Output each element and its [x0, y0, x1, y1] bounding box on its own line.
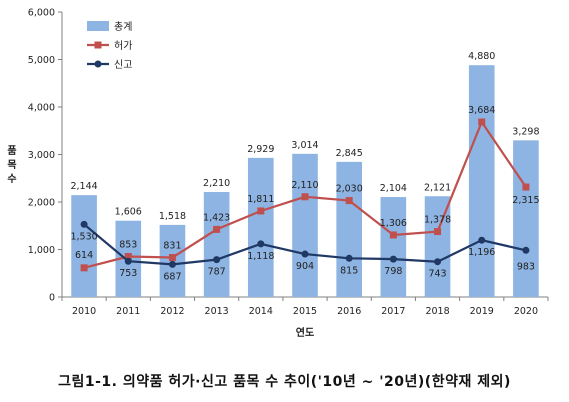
legend-label: 총계 — [114, 21, 132, 33]
data-label: 904 — [296, 261, 314, 272]
data-label: 798 — [384, 266, 402, 277]
line-point — [168, 254, 176, 262]
line-point — [124, 257, 132, 265]
y-axis-title-char: 품 — [7, 145, 16, 157]
data-label: 1,606 — [115, 207, 142, 218]
y-tick-label: 1,000 — [28, 245, 55, 256]
data-label: 815 — [340, 265, 358, 276]
bar — [468, 65, 495, 297]
y-tick-label: 0 — [49, 293, 55, 304]
data-label: 2,121 — [424, 182, 451, 193]
data-label: 2,929 — [247, 144, 274, 155]
bar — [336, 161, 362, 297]
line-point — [124, 252, 132, 260]
line-point — [522, 246, 530, 254]
line-point — [434, 228, 442, 236]
figure-caption: 그림1-1. 의약품 허가·신고 품목 수 추이('10년 ~ '20년)(한약… — [58, 374, 511, 390]
y-tick-label: 2,000 — [28, 198, 55, 209]
data-label: 1,518 — [159, 211, 186, 222]
x-tick-label: 2019 — [470, 306, 494, 317]
bar — [380, 197, 407, 297]
x-tick-label: 2020 — [514, 306, 538, 317]
line-point — [301, 193, 309, 201]
line-point — [80, 220, 88, 228]
line-point — [213, 225, 221, 233]
data-label: 1,423 — [203, 212, 230, 223]
data-label: 1,811 — [247, 194, 274, 205]
data-label: 983 — [517, 261, 535, 272]
line-point — [434, 258, 442, 266]
legend-label: 허가 — [114, 40, 132, 52]
line-point — [345, 197, 353, 205]
legend-marker — [94, 41, 102, 49]
data-label: 1,118 — [247, 251, 274, 262]
bar — [203, 192, 230, 297]
line-point — [478, 118, 486, 126]
line-point — [478, 236, 486, 244]
x-tick-label: 2014 — [249, 306, 273, 317]
bar — [71, 195, 97, 297]
legend-swatch — [87, 21, 109, 31]
x-axis: 2010 2011 2012 2013 2014 2015 2016 2017 2018 2019… — [61, 296, 549, 317]
y-tick-label: 4,000 — [28, 103, 55, 114]
x-tick-label: 2015 — [293, 306, 317, 317]
data-label: 2,030 — [336, 184, 363, 195]
line-point — [168, 260, 176, 268]
data-labels-layer: 2,144 1,606 1,518 2,210 2,929 3,014 2,845 2,104… — [70, 51, 539, 282]
y-axis-title-char: 수 — [7, 173, 16, 185]
x-tick-label: 2010 — [72, 306, 96, 317]
line-point — [389, 231, 397, 239]
x-tick-label: 2013 — [205, 306, 229, 317]
line-point — [80, 264, 88, 272]
data-label: 4,880 — [468, 51, 495, 62]
data-label: 787 — [208, 267, 226, 278]
legend-marker — [94, 60, 102, 68]
x-axis-title: 연도 — [296, 326, 314, 339]
line-point — [257, 207, 265, 215]
data-label: 831 — [163, 241, 181, 252]
data-label: 1,378 — [424, 215, 451, 226]
data-label: 3,298 — [512, 126, 539, 137]
bar — [292, 153, 318, 297]
line-point — [345, 254, 353, 262]
data-label: 2,144 — [70, 181, 97, 192]
combo-chart: 0 1,000 2,000 3,000 4,000 5,000 6,000 2010 2011… — [7, 8, 549, 339]
x-tick-label: 2012 — [160, 306, 184, 317]
data-label: 2,845 — [336, 148, 363, 159]
data-label: 1,196 — [468, 247, 495, 258]
line-point — [389, 255, 397, 263]
data-label: 2,104 — [380, 183, 407, 194]
y-tick-label: 6,000 — [28, 8, 55, 19]
data-label: 2,315 — [512, 195, 539, 206]
data-label: 853 — [119, 239, 137, 250]
y-axis: 0 1,000 2,000 3,000 4,000 5,000 6,000 — [28, 8, 63, 304]
x-tick-label: 2016 — [337, 306, 361, 317]
data-label: 687 — [163, 271, 181, 282]
y-axis-title-char: 목 — [7, 159, 16, 171]
lines-layer — [80, 118, 530, 272]
data-label: 3,014 — [291, 140, 318, 151]
data-label: 3,684 — [468, 105, 495, 116]
data-label: 1,530 — [70, 231, 97, 242]
line-point — [257, 240, 265, 248]
bar — [513, 140, 539, 297]
legend-label: 신고 — [114, 59, 132, 71]
data-label: 2,210 — [203, 178, 230, 189]
x-tick-label: 2011 — [116, 306, 140, 317]
data-label: 1,306 — [380, 218, 407, 229]
data-label: 753 — [119, 268, 137, 279]
y-tick-label: 5,000 — [28, 55, 55, 66]
line-point — [213, 256, 221, 264]
line-point — [522, 183, 530, 191]
x-tick-label: 2018 — [425, 306, 449, 317]
line-point — [301, 250, 309, 258]
data-label: 2,110 — [291, 180, 318, 191]
data-label: 743 — [428, 269, 446, 280]
x-tick-label: 2017 — [381, 306, 405, 317]
y-tick-label: 3,000 — [28, 150, 55, 161]
data-label: 614 — [75, 250, 93, 261]
bar — [248, 157, 274, 297]
